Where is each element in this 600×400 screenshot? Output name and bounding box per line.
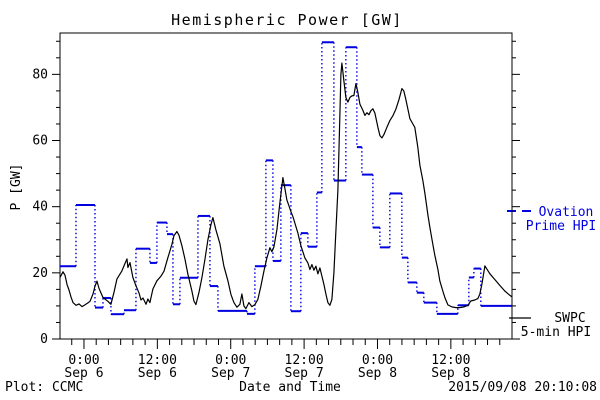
x-tick-label-date: Sep 6	[138, 366, 177, 381]
plot-border	[59, 32, 513, 340]
y-tick-label: 80	[32, 67, 48, 82]
x-tick-label-date: Sep 7	[285, 366, 324, 381]
legend-swpc: SWPC 5-min HPI	[509, 311, 591, 340]
legend-swpc-line1: SWPC	[554, 311, 585, 326]
x-tick-label-time: 0:00	[215, 353, 246, 368]
x-tick-label-date: Sep 8	[358, 366, 397, 381]
series-ovation-prime-hpi	[60, 41, 512, 316]
y-tick-label: 20	[32, 266, 48, 281]
x-tick-label-date: Sep 8	[431, 366, 470, 381]
legend-ovation-line1: Ovation	[539, 205, 594, 220]
data-series	[59, 41, 513, 316]
x-tick-label-time: 0:00	[68, 353, 99, 368]
legend-ovation-line2: Prime HPI	[526, 219, 596, 234]
x-tick-label-date: Sep 7	[211, 366, 250, 381]
page-title: Hemispheric Power [GW]	[171, 11, 403, 29]
legend-swpc-line2: 5-min HPI	[521, 325, 591, 340]
x-tick-label-time: 12:00	[431, 353, 470, 368]
legend-ovation: Ovation Prime HPI	[507, 205, 596, 234]
y-tick-label: 40	[32, 200, 48, 215]
y-tick-label: 60	[32, 134, 48, 149]
x-tick-label-time: 12:00	[138, 353, 177, 368]
plot-timestamp: 2015/09/08 20:10:08	[448, 380, 597, 395]
x-tick-label-date: Sep 6	[64, 366, 103, 381]
y-tick-label: 0	[40, 332, 48, 347]
swpc-5min-line	[59, 62, 513, 310]
x-axis-label: Date and Time	[239, 380, 341, 395]
plot-source-label: Plot: CCMC	[5, 380, 83, 395]
x-tick-label-time: 12:00	[285, 353, 324, 368]
y-axis-label: P [GW]	[9, 164, 24, 211]
x-tick-label-time: 0:00	[362, 353, 393, 368]
